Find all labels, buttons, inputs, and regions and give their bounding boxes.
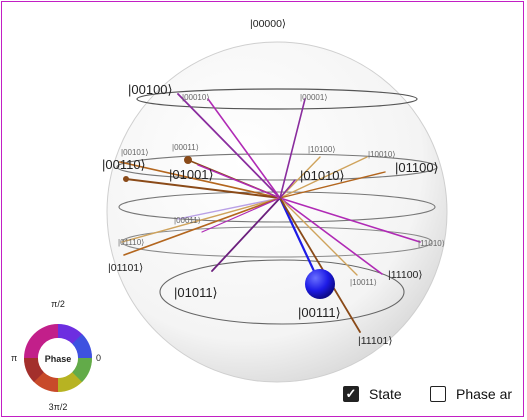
vector-00100 <box>177 93 281 199</box>
qsphere-diagram: |00000⟩ |00100⟩ |00010⟩ |00001⟩ |00101⟩ … <box>102 18 448 383</box>
vector-10010 <box>279 156 368 199</box>
state-dot-00110 <box>123 176 129 182</box>
label-01011: |01011⟩ <box>174 285 218 300</box>
label-00100: |00100⟩ <box>128 82 173 97</box>
vector-10100 <box>279 156 321 199</box>
phase-title: Phase <box>45 354 72 364</box>
vector-00110 <box>125 178 281 199</box>
phase-label-left: π <box>11 353 17 363</box>
phase-label-top: π/2 <box>51 299 65 309</box>
vector-extra <box>201 197 281 233</box>
phase-angle-toggle[interactable]: Phase ar <box>430 386 512 402</box>
vector-01110 <box>121 197 281 243</box>
label-10011: |10011⟩ <box>350 278 377 287</box>
label-10100: |10100⟩ <box>308 145 335 154</box>
phase-arc-blend3 <box>24 358 44 383</box>
state-vectors <box>119 93 421 333</box>
state-dot-00011 <box>184 156 192 164</box>
latitude-ring-3 <box>118 191 436 223</box>
label-11101: |11101⟩ <box>358 335 392 347</box>
vector-11010 <box>279 197 421 243</box>
vector-10011 <box>279 197 358 276</box>
state-checkbox[interactable]: ✓ <box>343 386 359 402</box>
label-01010: |01010⟩ <box>300 168 345 183</box>
label-00111: |00111⟩ <box>298 305 341 320</box>
label-01001: |01001⟩ <box>169 167 214 182</box>
label-00000: |00000⟩ <box>250 18 286 30</box>
latitude-ring-5 <box>159 259 405 325</box>
label-01110: |01110⟩ <box>118 238 144 247</box>
phase-arc-blend1 <box>72 333 92 358</box>
vector-00101 <box>119 161 281 199</box>
label-00101: |00101⟩ <box>121 148 148 157</box>
vector-01001 <box>197 164 281 199</box>
label-00011b: |00011⟩ <box>174 216 201 225</box>
vector-01100 <box>279 171 386 199</box>
sphere <box>106 41 448 383</box>
vector-11100 <box>279 197 383 275</box>
phase-legend: Phase π/2 0 3π/2 π <box>11 299 101 412</box>
vector-01010 <box>279 179 296 199</box>
state-label: State <box>369 386 402 402</box>
phase-label-bottom: 3π/2 <box>49 402 68 412</box>
vector-00010 <box>207 98 281 199</box>
label-10010: |10010⟩ <box>368 150 395 159</box>
latitude-ring-2 <box>116 153 438 181</box>
phase-arc-q2 <box>24 324 58 358</box>
vector-01101 <box>123 197 281 256</box>
vector-11101 <box>279 197 361 333</box>
label-11100: |11100⟩ <box>388 269 422 281</box>
state-toggle[interactable]: ✓ State <box>343 386 402 402</box>
latitude-ring-1 <box>136 88 418 110</box>
label-00110: |00110⟩ <box>102 157 146 172</box>
label-11010: |11010⟩ <box>418 239 445 248</box>
vector-01011 <box>211 197 281 272</box>
phase-label-right: 0 <box>96 353 101 363</box>
label-01101: |01101⟩ <box>108 262 143 274</box>
vector-00011b <box>177 197 281 220</box>
label-00011: |00011⟩ <box>172 143 199 152</box>
phase-angle-label: Phase ar <box>456 386 513 402</box>
phase-angle-checkbox[interactable] <box>430 386 446 402</box>
label-00001: |00001⟩ <box>300 93 327 102</box>
check-icon: ✓ <box>345 386 357 401</box>
label-01100: |01100⟩ <box>395 160 439 175</box>
state-ball-00111 <box>305 269 335 299</box>
phase-arc-blend2 <box>72 358 92 383</box>
vector-00111 <box>278 196 322 286</box>
label-00010: |00010⟩ <box>182 93 209 102</box>
vector-00001 <box>279 98 306 199</box>
